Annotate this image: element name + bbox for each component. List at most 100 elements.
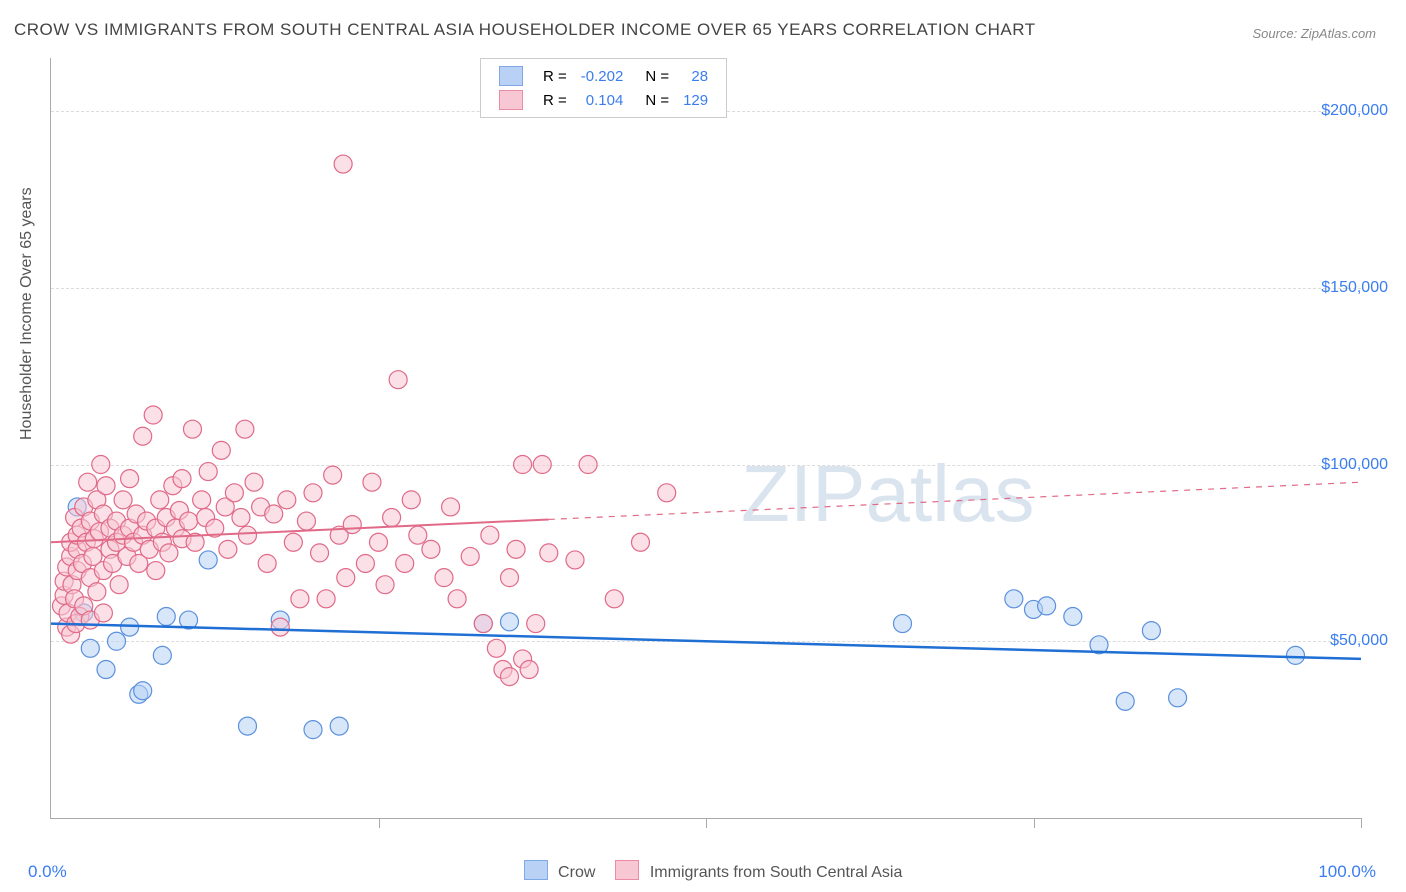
scatter-svg — [51, 58, 1361, 818]
data-point — [370, 533, 388, 551]
data-point — [284, 533, 302, 551]
legend-swatch — [615, 860, 639, 880]
data-point — [265, 505, 283, 523]
data-point — [579, 456, 597, 474]
chart-title: CROW VS IMMIGRANTS FROM SOUTH CENTRAL AS… — [14, 20, 1036, 40]
data-point — [79, 473, 97, 491]
x-tick — [1034, 818, 1035, 828]
x-tick — [379, 818, 380, 828]
data-point — [199, 463, 217, 481]
data-point — [422, 540, 440, 558]
data-point — [474, 615, 492, 633]
x-tick — [1361, 818, 1362, 828]
data-point — [304, 721, 322, 739]
r-label: R = — [537, 65, 573, 87]
data-point — [363, 473, 381, 491]
data-point — [376, 576, 394, 594]
data-point — [236, 420, 254, 438]
data-point — [199, 551, 217, 569]
data-point — [173, 470, 191, 488]
n-label: N = — [631, 89, 675, 111]
data-point — [894, 615, 912, 633]
data-point — [507, 540, 525, 558]
data-point — [520, 661, 538, 679]
data-point — [92, 456, 110, 474]
data-point — [1038, 597, 1056, 615]
data-point — [330, 717, 348, 735]
data-point — [540, 544, 558, 562]
data-point — [304, 484, 322, 502]
data-point — [435, 569, 453, 587]
data-point — [160, 544, 178, 562]
data-point — [566, 551, 584, 569]
data-point — [324, 466, 342, 484]
legend-swatch — [499, 66, 523, 86]
data-point — [278, 491, 296, 509]
n-value: 28 — [677, 65, 714, 87]
data-point — [193, 491, 211, 509]
data-point — [527, 615, 545, 633]
data-point — [153, 646, 171, 664]
data-point — [334, 155, 352, 173]
data-point — [245, 473, 263, 491]
data-point — [1064, 608, 1082, 626]
data-point — [108, 632, 126, 650]
data-point — [501, 613, 519, 631]
data-point — [110, 576, 128, 594]
data-point — [337, 569, 355, 587]
data-point — [258, 554, 276, 572]
data-point — [409, 526, 427, 544]
data-point — [291, 590, 309, 608]
data-point — [147, 562, 165, 580]
data-point — [396, 554, 414, 572]
data-point — [1005, 590, 1023, 608]
legend-swatch — [499, 90, 523, 110]
data-point — [514, 456, 532, 474]
data-point — [134, 427, 152, 445]
data-point — [533, 456, 551, 474]
n-value: 129 — [677, 89, 714, 111]
data-point — [239, 526, 257, 544]
data-point — [232, 509, 250, 527]
y-axis-label: Householder Income Over 65 years — [18, 187, 36, 440]
data-point — [94, 604, 112, 622]
legend-row: R =-0.202N =28 — [493, 65, 714, 87]
legend-swatch — [524, 860, 548, 880]
data-point — [88, 583, 106, 601]
data-point — [389, 371, 407, 389]
data-point — [356, 554, 374, 572]
data-point — [134, 682, 152, 700]
data-point — [448, 590, 466, 608]
data-point — [383, 509, 401, 527]
data-point — [501, 569, 519, 587]
r-value: -0.202 — [575, 65, 630, 87]
data-point — [212, 441, 230, 459]
data-point — [97, 477, 115, 495]
legend-label: Crow — [554, 864, 596, 881]
data-point — [219, 540, 237, 558]
data-point — [632, 533, 650, 551]
data-point — [658, 484, 676, 502]
data-point — [144, 406, 162, 424]
data-point — [343, 516, 361, 534]
legend-label: Immigrants from South Central Asia — [645, 864, 902, 881]
plot-area: ZIPatlas — [50, 58, 1361, 819]
data-point — [157, 608, 175, 626]
data-point — [402, 491, 420, 509]
data-point — [114, 491, 132, 509]
data-point — [487, 639, 505, 657]
data-point — [1142, 622, 1160, 640]
data-point — [442, 498, 460, 516]
data-point — [1169, 689, 1187, 707]
data-point — [461, 547, 479, 565]
data-point — [97, 661, 115, 679]
data-point — [317, 590, 335, 608]
data-point — [1287, 646, 1305, 664]
data-point — [225, 484, 243, 502]
data-point — [501, 668, 519, 686]
data-point — [605, 590, 623, 608]
data-point — [1116, 692, 1134, 710]
r-value: 0.104 — [575, 89, 630, 111]
data-point — [239, 717, 257, 735]
trend-line — [51, 624, 1361, 659]
